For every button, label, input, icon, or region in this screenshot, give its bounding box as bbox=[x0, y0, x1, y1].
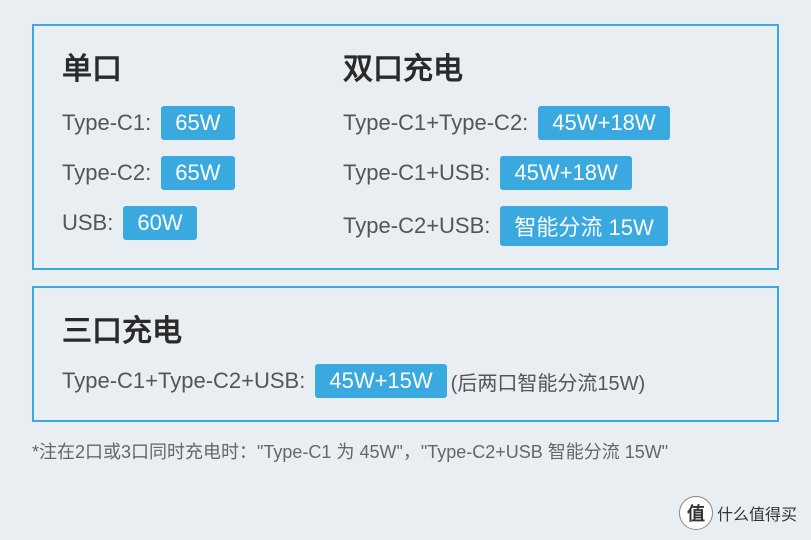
port-label: Type-C2: bbox=[62, 160, 151, 186]
single-port-title: 单口 bbox=[62, 44, 323, 88]
watermark-icon: 值 bbox=[679, 496, 713, 530]
port-label: Type-C1+USB: bbox=[343, 160, 490, 186]
power-badge: 65W bbox=[161, 106, 234, 140]
port-row: Type-C2: 65W bbox=[62, 156, 323, 190]
power-badge: 45W+15W bbox=[315, 364, 446, 398]
single-port-column: 单口 Type-C1: 65W Type-C2: 65W USB: 60W bbox=[62, 44, 323, 246]
ports-panel: 单口 Type-C1: 65W Type-C2: 65W USB: 60W 双口… bbox=[32, 24, 779, 270]
suffix-note: (后两口智能分流15W) bbox=[451, 367, 645, 396]
port-row: Type-C1+USB: 45W+18W bbox=[343, 156, 749, 190]
watermark-brand: 什么值得买 bbox=[717, 501, 797, 525]
triple-port-panel: 三口充电 Type-C1+Type-C2+USB: 45W+15W (后两口智能… bbox=[32, 286, 779, 422]
port-row: Type-C2+USB: 智能分流 15W bbox=[343, 206, 749, 246]
port-label: Type-C1: bbox=[62, 110, 151, 136]
footnote-text: *注在2口或3口同时充电时："Type-C1 为 45W"，"Type-C2+U… bbox=[32, 438, 779, 464]
port-row: Type-C1+Type-C2+USB: 45W+15W (后两口智能分流15W… bbox=[62, 364, 749, 398]
power-badge: 65W bbox=[161, 156, 234, 190]
power-badge: 45W+18W bbox=[500, 156, 631, 190]
port-label: Type-C1+Type-C2+USB: bbox=[62, 368, 305, 394]
power-badge: 智能分流 15W bbox=[500, 206, 667, 246]
power-badge: 45W+18W bbox=[538, 106, 669, 140]
triple-port-title: 三口充电 bbox=[62, 306, 749, 350]
dual-port-title: 双口充电 bbox=[343, 44, 749, 88]
port-label: USB: bbox=[62, 210, 113, 236]
port-row: Type-C1+Type-C2: 45W+18W bbox=[343, 106, 749, 140]
port-row: USB: 60W bbox=[62, 206, 323, 240]
dual-port-column: 双口充电 Type-C1+Type-C2: 45W+18W Type-C1+US… bbox=[343, 44, 749, 246]
port-row: Type-C1: 65W bbox=[62, 106, 323, 140]
power-badge: 60W bbox=[123, 206, 196, 240]
watermark: 值 什么值得买 bbox=[679, 496, 797, 530]
port-label: Type-C1+Type-C2: bbox=[343, 110, 528, 136]
port-label: Type-C2+USB: bbox=[343, 213, 490, 239]
